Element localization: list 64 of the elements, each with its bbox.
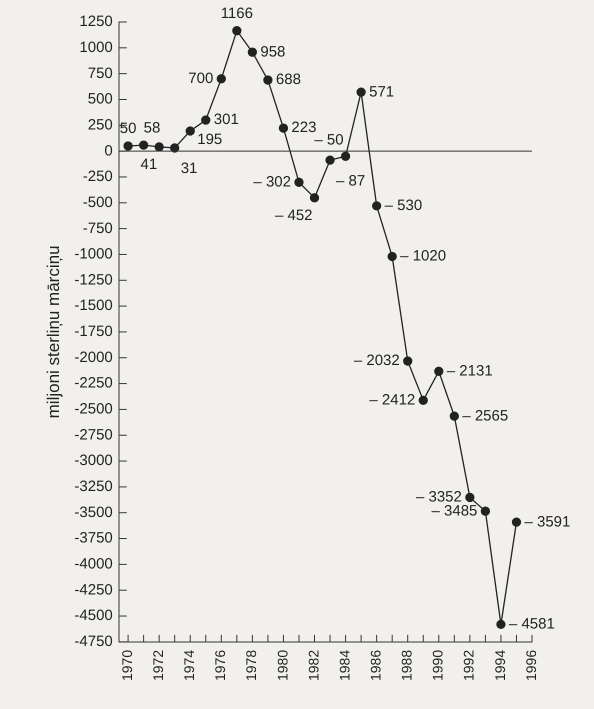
y-tick-label: -1250 [74,271,113,288]
x-tick-label: 1978 [243,650,260,682]
data-label: – 530 [384,197,422,214]
y-tick-label: -2000 [74,348,113,366]
data-label: – 1020 [400,248,446,265]
x-tick-label: 1976 [212,650,228,682]
y-tick-label: -4500 [74,607,113,624]
data-label: 958 [260,43,286,60]
data-label: 301 [214,111,239,128]
y-tick-label: 500 [88,90,113,108]
data-label: – 452 [274,206,313,224]
x-tick-label: 1990 [430,650,446,682]
x-tick-label: 1982 [305,650,322,682]
data-label: 50 [120,120,136,138]
y-tick-label: -4000 [74,556,113,573]
y-tick-label: -750 [82,220,113,237]
x-tick-label: 1994 [492,650,508,682]
x-tick-label: 1972 [150,650,166,682]
x-tick-label: 1974 [181,650,198,682]
y-tick-label: -1000 [74,246,113,263]
x-tick-label: 1986 [368,650,384,682]
y-axis-title: miljoni sterliņu mārciņu [44,245,63,418]
x-tick-label: 1970 [118,650,135,682]
data-label: – 87 [336,172,366,190]
data-label: 31 [180,160,198,178]
y-tick-label: -2500 [74,400,113,418]
y-tick-label: -3000 [74,452,113,470]
data-label: 41 [140,156,158,174]
data-label: 571 [369,83,394,100]
y-tick-label: -2750 [74,426,113,444]
x-tick-label: 1984 [336,650,352,682]
y-tick-label: -1500 [74,297,113,314]
y-tick-label: -500 [82,194,113,211]
data-label: 1166 [220,4,253,22]
x-tick-label: 1980 [274,650,290,682]
y-tick-label: 1000 [79,38,113,56]
data-label: 195 [197,131,222,148]
y-tick-label: -3500 [74,504,113,521]
y-tick-label: -4250 [74,581,113,598]
y-tick-label: 1250 [79,13,113,30]
data-label: – 4581 [508,616,555,633]
y-tick-label: -2250 [74,374,113,392]
data-label: 223 [291,119,316,136]
data-label: – 50 [314,131,344,148]
y-tick-label: -250 [82,168,113,186]
data-label: – 2565 [462,407,508,424]
y-tick-label: 0 [104,142,113,160]
data-label: 700 [188,70,214,87]
x-tick-label: 1992 [460,650,477,682]
data-label: – 2131 [446,362,493,380]
data-label: – 3591 [524,513,570,530]
y-tick-label: -4750 [74,632,113,650]
data-label: – 2032 [354,352,400,370]
y-tick-label: 750 [88,64,113,82]
data-label: – 302 [253,173,291,190]
y-tick-label: -1750 [74,323,113,340]
x-tick-label: 1996 [522,650,539,682]
data-label: – 2412 [369,391,416,408]
data-label: 58 [144,119,160,136]
y-tick-label: 250 [88,116,113,134]
x-tick-label: 1988 [398,650,415,682]
y-tick-label: -3750 [74,530,113,547]
data-label: 688 [276,71,301,88]
y-tick-label: -3250 [74,478,113,496]
